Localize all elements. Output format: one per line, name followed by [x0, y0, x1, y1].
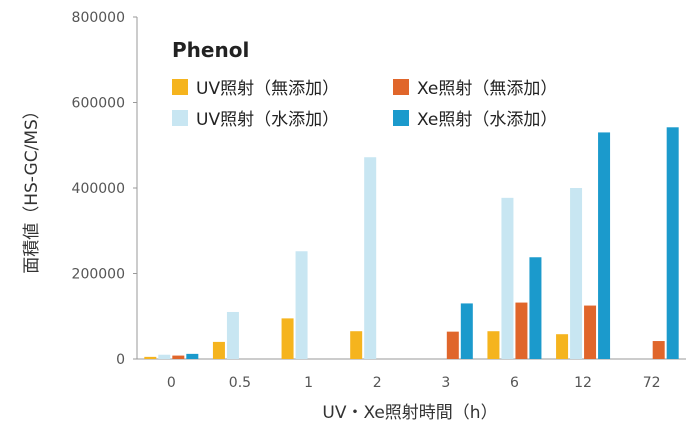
- legend-swatch: [393, 110, 409, 126]
- bar: [172, 355, 185, 359]
- legend-label: Xe照射（水添加）: [417, 110, 557, 130]
- y-axis-ticks: 0 200000 400000 600000 800000: [72, 10, 137, 368]
- x-axis-ticks: 0 0.5 1 2 3 6 12 72: [167, 375, 661, 391]
- bar: [446, 331, 459, 359]
- bar: [350, 331, 363, 359]
- bar: [281, 318, 294, 359]
- legend-swatch: [172, 79, 188, 95]
- x-tick-label: 2: [373, 375, 382, 391]
- bars: [144, 127, 679, 359]
- x-tick-label: 12: [574, 375, 592, 391]
- y-tick-label: 200000: [72, 267, 125, 283]
- legend-label: UV照射（水添加）: [196, 110, 339, 130]
- x-tick-label: 3: [441, 375, 450, 391]
- legend-label: Xe照射（無添加）: [417, 79, 557, 99]
- bar: [487, 331, 500, 359]
- bar: [295, 251, 308, 359]
- x-tick-label: 0: [167, 375, 176, 391]
- bar: [598, 132, 611, 359]
- bar: [501, 197, 514, 359]
- bar: [529, 257, 542, 359]
- x-tick-label: 0.5: [229, 375, 251, 391]
- bar: [584, 305, 597, 359]
- y-tick-label: 600000: [72, 96, 125, 112]
- legend-title: Phenol: [172, 38, 249, 62]
- bar: [212, 341, 225, 359]
- legend: Phenol UV照射（無添加） UV照射（水添加） Xe照射（無添加） Xe照射（水…: [172, 38, 557, 130]
- bar: [158, 354, 171, 359]
- bar: [460, 303, 473, 359]
- legend-swatch: [393, 79, 409, 95]
- bar: [652, 341, 665, 359]
- legend-swatch: [172, 110, 188, 126]
- y-tick-label: 0: [116, 352, 125, 368]
- bar: [186, 353, 199, 359]
- bar: [570, 188, 583, 359]
- x-axis-title: UV・Xe照射時間（h）: [322, 403, 497, 423]
- x-tick-label: 6: [510, 375, 519, 391]
- bar: [515, 302, 528, 359]
- y-tick-label: 400000: [72, 181, 125, 197]
- bar: [666, 127, 679, 359]
- x-tick-label: 1: [304, 375, 313, 391]
- legend-label: UV照射（無添加）: [196, 79, 339, 99]
- y-axis-title: 面積値（HS-GC/MS）: [22, 102, 42, 274]
- bar: [226, 311, 239, 359]
- bar: [556, 334, 569, 359]
- bar: [364, 157, 377, 359]
- bar: [144, 356, 157, 359]
- x-tick-label: 72: [643, 375, 661, 391]
- y-tick-label: 800000: [72, 10, 125, 26]
